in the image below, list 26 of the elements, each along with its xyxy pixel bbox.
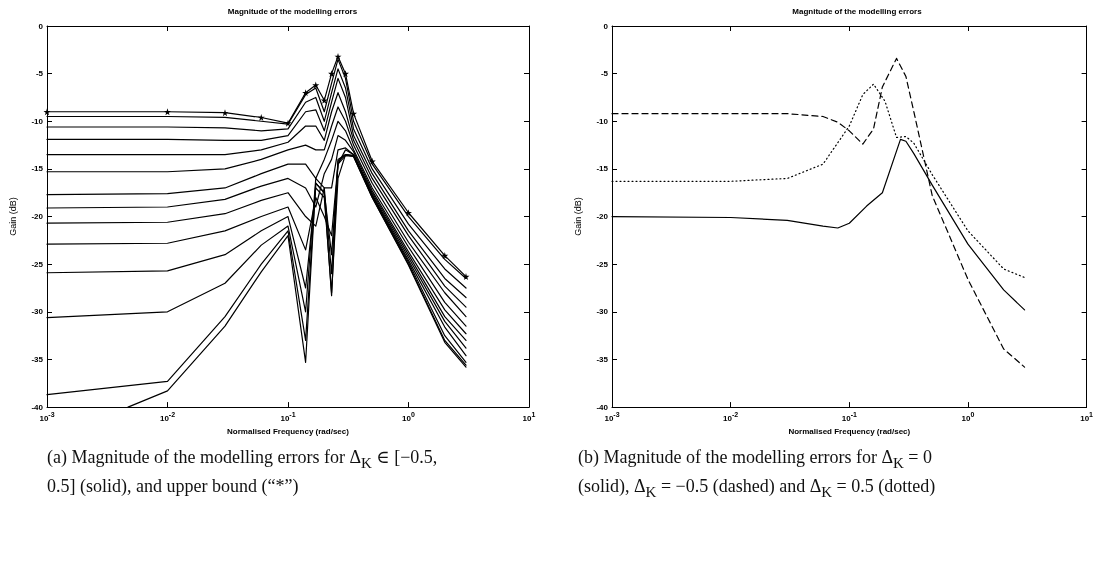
chart-title: Magnitude of the modelling errors [792,6,923,16]
y-tick-label: -35 [596,354,609,364]
y-tick-label: -10 [596,116,609,126]
x-axis-title: Normalised Frequency (rad/sec) [788,426,911,436]
y-tick-label: -25 [596,259,609,269]
y-tick-label: -30 [31,307,44,317]
y-tick-label: 0 [38,21,44,31]
chart-title: Magnitude of the modelling errors [227,6,358,16]
y-axis-title: Gain (dB) [7,197,18,236]
text: (a) Magnitude of the modelling errors for Δ$_{K}$ ∈ [−0.5, 0.5] (solid), and upper bound (“*”) [47,447,438,496]
text: (b) Magnitude of the modelling errors for Δ$_{K}$ = 0 (solid), Δ$_{K}$ = −0.5 (dashed) and Δ$_{K}$ = 0.5 (dotted) [578,447,936,500]
y-tick-label: -20 [31,212,44,222]
y-tick-label: -35 [31,354,44,364]
x-axis-title: Normalised Frequency (rad/sec) [227,426,350,436]
y-tick-label: -5 [600,69,609,79]
y-tick-label: -15 [31,164,44,174]
y-tick-label: -30 [596,307,609,317]
y-tick-label: -40 [596,402,609,412]
y-tick-label: -15 [596,164,609,174]
y-tick-label: -5 [35,69,44,79]
y-tick-label: -40 [31,402,44,412]
y-tick-label: 0 [603,21,609,31]
y-axis-title: Gain (dB) [572,197,583,236]
y-tick-label: -10 [31,116,44,126]
y-tick-label: -25 [31,259,44,269]
y-tick-label: -20 [596,212,609,222]
